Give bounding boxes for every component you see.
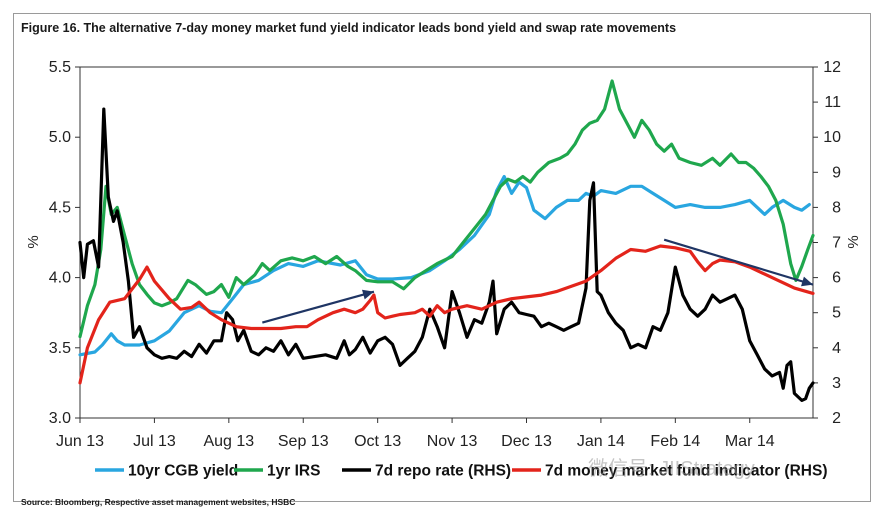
x-tick-label: Nov 13 xyxy=(427,433,478,450)
y-right-tick-label: 2 xyxy=(832,410,841,427)
y-right-tick-label: 8 xyxy=(832,199,841,216)
y-right-tick-label: 6 xyxy=(832,270,841,287)
x-tick-label: Jun 13 xyxy=(56,433,104,450)
watermark: 微信号: JIIStrategy xyxy=(588,458,755,480)
y-right-tick-label: 9 xyxy=(832,164,841,181)
y-left-tick-label: 4.0 xyxy=(49,270,71,287)
chart-series xyxy=(78,79,815,402)
y-left-tick-label: 5.5 xyxy=(49,59,71,76)
series-line-2 xyxy=(78,107,815,402)
series-line-1 xyxy=(78,79,815,339)
y-left-tick-label: 4.5 xyxy=(49,199,71,216)
y-right-tick-label: 10 xyxy=(823,129,841,146)
x-tick-label: Jan 14 xyxy=(577,433,625,450)
x-tick-label: Jul 13 xyxy=(133,433,176,450)
chart-legend: 10yr CGB yield 1yr IRS 7d repo rate (RHS) 7… xyxy=(95,463,827,480)
legend-label-1: 1yr IRS xyxy=(267,463,320,480)
annotation-arrow-head-1 xyxy=(801,276,813,287)
legend-label-0: 10yr CGB yield xyxy=(128,463,238,480)
y-right-tick-label: 7 xyxy=(832,235,841,252)
chart-annotations xyxy=(262,238,814,324)
x-tick-label: Sep 13 xyxy=(278,433,329,450)
y-right-axis-label: % xyxy=(845,235,862,248)
x-tick-label: Oct 13 xyxy=(354,433,401,450)
y-right-tick-label: 3 xyxy=(832,375,841,392)
figure-frame xyxy=(13,13,871,502)
y-left-axis-label: % xyxy=(25,235,42,248)
legend-label-3: 7d money market fund indicator (RHS) xyxy=(545,463,827,480)
figure-source: Source: Bloomberg, Respective asset mana… xyxy=(21,497,296,507)
legend-label-2: 7d repo rate (RHS) xyxy=(375,463,511,480)
y-left-tick-label: 3.0 xyxy=(49,410,71,427)
annotation-arrow-line-1 xyxy=(663,238,814,286)
series-line-3 xyxy=(78,244,815,385)
x-tick-label: Dec 13 xyxy=(501,433,552,450)
y-right-tick-label: 12 xyxy=(823,59,841,76)
annotation-arrow-head-0 xyxy=(362,289,374,300)
x-tick-label: Mar 14 xyxy=(725,433,775,450)
y-right-tick-label: 11 xyxy=(824,94,841,111)
y-right-tick-label: 4 xyxy=(832,340,841,357)
y-left-tick-label: 3.5 xyxy=(49,340,71,357)
x-tick-label: Feb 14 xyxy=(650,433,700,450)
figure-title: Figure 16. The alternative 7-day money m… xyxy=(21,21,677,35)
y-right-tick-label: 5 xyxy=(832,305,841,322)
annotation-arrow-line-0 xyxy=(262,290,375,324)
y-left-tick-label: 5.0 xyxy=(49,129,71,146)
chart-axes: 3.0 3.5 4.0 4.5 5.0 5.5 2 3 4 5 6 7 8 9 10 11 12 Jun 13 Ju… xyxy=(25,59,862,450)
plot-border xyxy=(79,66,814,419)
x-tick-label: Aug 13 xyxy=(203,433,254,450)
